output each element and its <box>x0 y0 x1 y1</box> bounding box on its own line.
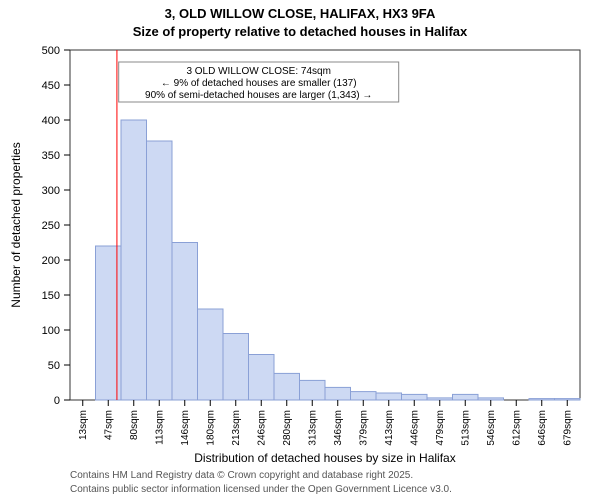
chart-title-2: Size of property relative to detached ho… <box>133 24 468 39</box>
histogram-bar <box>351 392 377 400</box>
x-tick-label: 13sqm <box>78 410 89 440</box>
histogram-bar <box>376 393 402 400</box>
y-tick-label: 500 <box>42 45 60 57</box>
x-tick-label: 313sqm <box>307 410 318 446</box>
y-axis-label: Number of detached properties <box>9 142 23 307</box>
x-tick-label: 246sqm <box>256 410 267 446</box>
x-tick-label: 479sqm <box>435 410 446 446</box>
histogram-bar <box>325 387 351 400</box>
chart-svg: 3, OLD WILLOW CLOSE, HALIFAX, HX3 9FA Siz… <box>0 0 600 500</box>
histogram-bar <box>121 120 147 400</box>
y-tick-label: 250 <box>42 220 60 232</box>
y-tick-label: 50 <box>48 360 60 372</box>
y-tick-label: 400 <box>42 115 60 127</box>
histogram-bar <box>274 373 300 400</box>
histogram-bar <box>198 309 224 400</box>
y-tick-label: 100 <box>42 325 60 337</box>
y-tick-label: 350 <box>42 150 60 162</box>
x-tick-label: 280sqm <box>282 410 293 446</box>
x-tick-label: 346sqm <box>333 410 344 446</box>
annotation-line-1: 3 OLD WILLOW CLOSE: 74sqm <box>186 66 331 77</box>
y-tick-label: 200 <box>42 255 60 267</box>
x-tick-label: 612sqm <box>511 410 522 446</box>
attribution-line-2: Contains public sector information licen… <box>70 484 452 495</box>
x-tick-label: 379sqm <box>358 410 369 446</box>
histogram-bar <box>172 243 198 401</box>
x-tick-label: 546sqm <box>486 410 497 446</box>
y-tick-label: 150 <box>42 290 60 302</box>
histogram-bar <box>223 334 249 401</box>
x-axis-label: Distribution of detached houses by size … <box>194 451 455 465</box>
x-tick-label: 80sqm <box>129 410 140 440</box>
x-tick-label: 679sqm <box>562 410 573 446</box>
y-tick-label: 450 <box>42 80 60 92</box>
histogram-bar <box>427 398 453 400</box>
histogram-bar <box>249 355 275 401</box>
x-tick-label: 446sqm <box>409 410 420 446</box>
histogram-bar <box>402 394 428 400</box>
property-size-histogram: 3, OLD WILLOW CLOSE, HALIFAX, HX3 9FA Siz… <box>0 0 600 500</box>
histogram-bar <box>453 394 479 400</box>
attribution-line-1: Contains HM Land Registry data © Crown c… <box>70 470 413 481</box>
x-tick-label: 646sqm <box>537 410 548 446</box>
x-tick-label: 146sqm <box>180 410 191 446</box>
x-tick-label: 213sqm <box>231 410 242 446</box>
histogram-bar <box>478 398 504 400</box>
x-tick-label: 113sqm <box>154 410 165 445</box>
annotation-line-3: 90% of semi-detached houses are larger (… <box>145 90 372 101</box>
histogram-bar <box>147 141 173 400</box>
x-tick-label: 413sqm <box>384 410 395 446</box>
y-tick-label: 0 <box>54 395 60 407</box>
histogram-bar <box>555 399 581 400</box>
x-tick-label: 47sqm <box>103 410 114 440</box>
chart-title-1: 3, OLD WILLOW CLOSE, HALIFAX, HX3 9FA <box>165 6 436 21</box>
histogram-bar <box>529 399 555 400</box>
x-tick-label: 513sqm <box>460 410 471 446</box>
x-tick-label: 180sqm <box>205 410 216 446</box>
annotation-line-2: ← 9% of detached houses are smaller (137… <box>161 78 357 89</box>
y-tick-label: 300 <box>42 185 60 197</box>
histogram-bar <box>300 380 326 400</box>
